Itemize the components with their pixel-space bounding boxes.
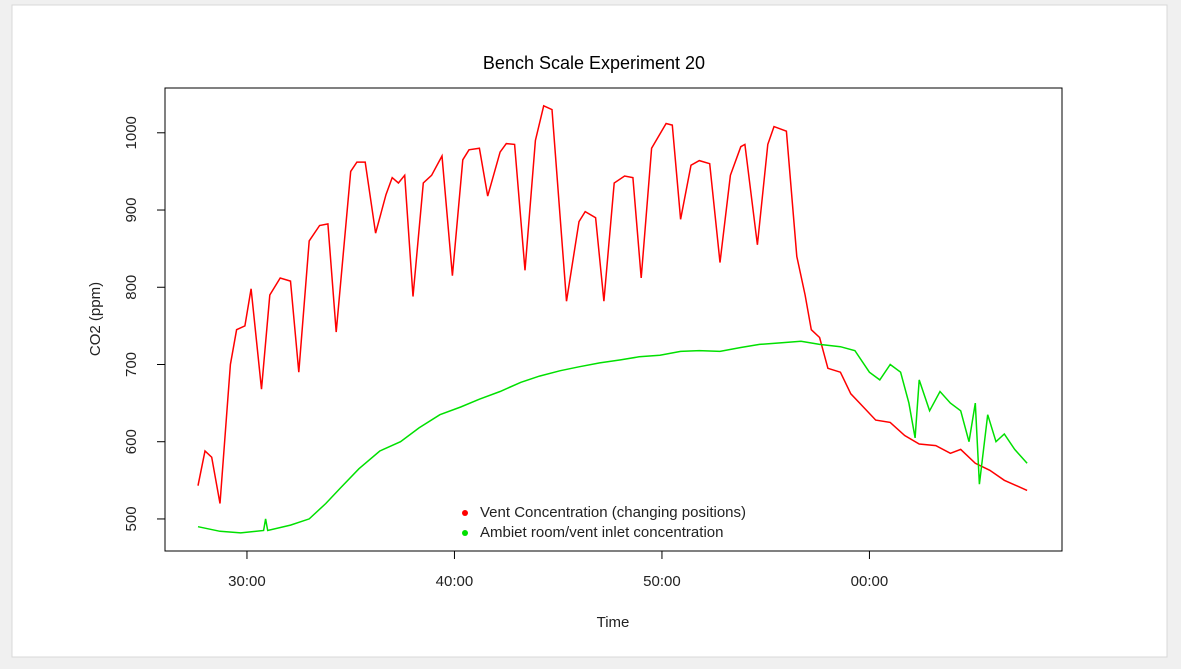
canvas [11,4,1168,658]
x-tick-label: 50:00 [643,573,681,590]
line-series [197,340,1028,534]
y-tick-label: 1000 [123,116,140,149]
x-tick-label: 30:00 [228,573,266,590]
legend-label: Ambiet room/vent inlet concentration [480,524,723,541]
y-tick-label: 600 [123,429,140,454]
y-axis-label: CO2 (ppm) [87,282,104,356]
y-tick-label: 700 [123,352,140,377]
legend-marker [462,510,468,516]
y-tick-label: 800 [123,275,140,300]
x-tick-label: 40:00 [436,573,474,590]
legend-marker [462,530,468,536]
line-series [197,104,1028,504]
y-tick-label: 900 [123,198,140,223]
y-tick-label: 500 [123,506,140,531]
legend-label: Vent Concentration (changing positions) [480,504,746,521]
chart-title: Bench Scale Experiment 20 [483,53,705,73]
plot-frame [164,87,1063,552]
x-axis-label: Time [597,614,630,631]
x-tick-label: 00:00 [851,573,889,590]
